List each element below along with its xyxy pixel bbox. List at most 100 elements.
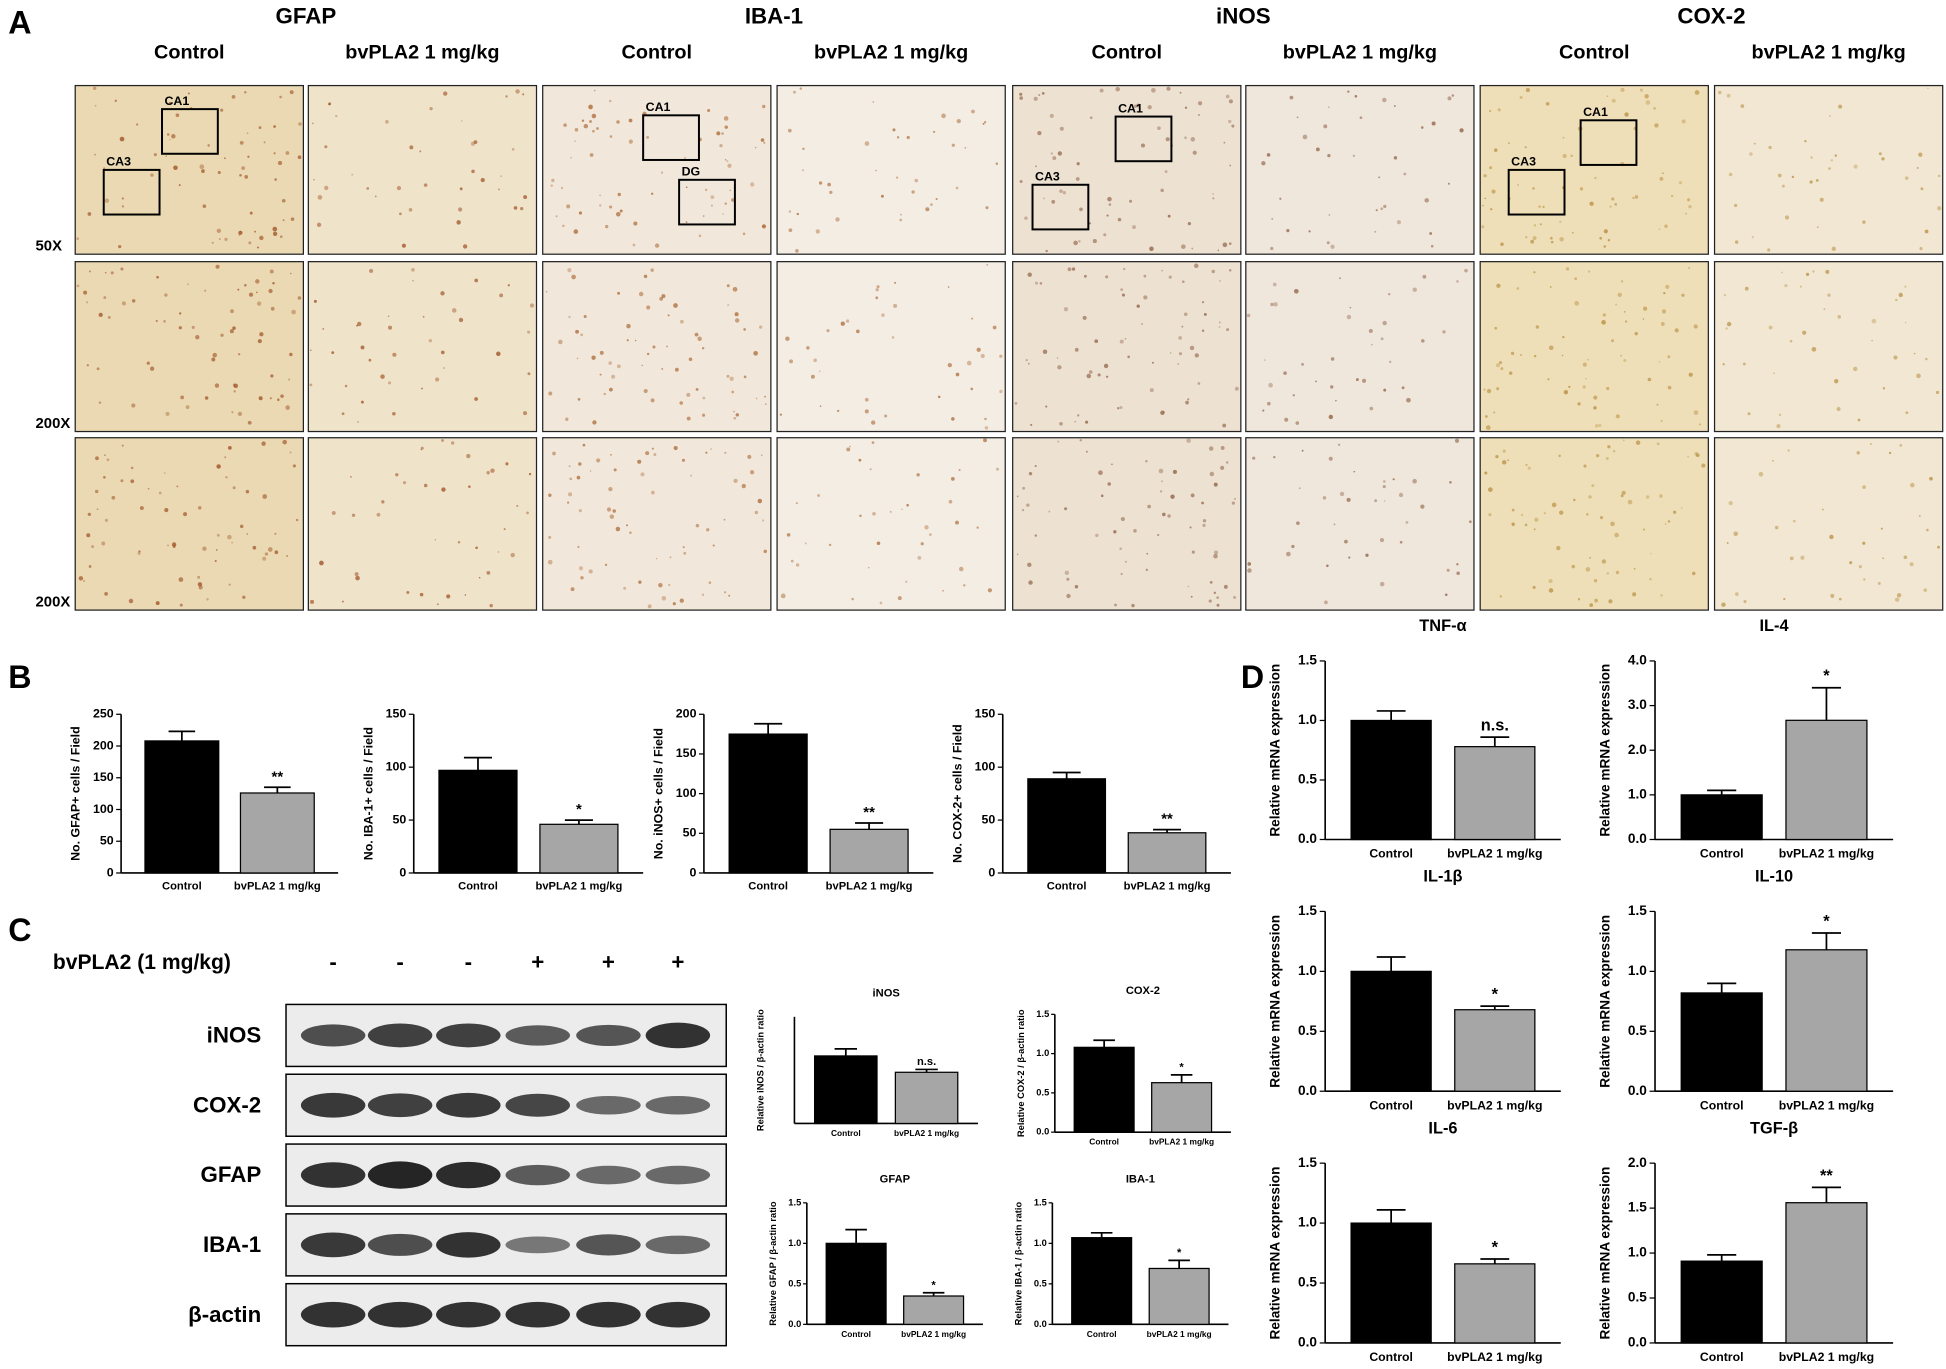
texture-dot <box>1181 325 1184 328</box>
texture-dot <box>638 291 644 297</box>
texture-dot <box>96 508 99 511</box>
texture-dot <box>1634 195 1639 199</box>
texture-dot <box>1664 523 1667 525</box>
group-label: bvPLA2 1 mg/kg <box>1283 42 1437 64</box>
texture-dot <box>1166 86 1171 91</box>
y-tick-label: 1.0 <box>1628 963 1647 978</box>
texture-dot <box>91 545 95 549</box>
y-tick-label: 0.5 <box>1036 1087 1049 1097</box>
texture-dot <box>396 185 402 191</box>
texture-dot <box>214 383 220 388</box>
texture-dot <box>131 299 136 303</box>
texture-dot <box>1484 197 1487 200</box>
texture-dot <box>232 486 236 490</box>
texture-dot <box>1158 468 1164 474</box>
x-tick-label: bvPLA2 1 mg/kg <box>894 1128 959 1138</box>
texture-dot <box>242 595 246 599</box>
texture-dot <box>795 502 798 505</box>
texture-dot <box>1383 480 1386 483</box>
texture-dot <box>608 487 613 492</box>
texture-dot <box>202 546 207 551</box>
texture-dot <box>763 141 766 144</box>
texture-dot <box>966 360 972 366</box>
texture-dot <box>787 128 792 133</box>
texture-dot <box>734 318 740 323</box>
error-bar <box>1811 932 1842 950</box>
x-tick-label: bvPLA2 1 mg/kg <box>1779 1350 1874 1364</box>
texture-dot <box>349 475 352 478</box>
bar <box>829 828 909 874</box>
chart-title: IBA-1 <box>1126 1174 1155 1186</box>
significance-label: * <box>931 1279 936 1291</box>
bar <box>903 1295 965 1325</box>
texture-dot <box>1335 399 1337 402</box>
texture-dot <box>1328 456 1333 461</box>
texture-dot <box>615 211 621 217</box>
texture-dot <box>239 524 244 529</box>
texture-dot <box>516 504 519 508</box>
texture-dot <box>547 559 553 565</box>
texture-dot <box>947 362 952 368</box>
texture-dot <box>1667 355 1671 359</box>
region-box <box>161 108 219 155</box>
texture-dot <box>1687 456 1689 458</box>
texture-dot <box>667 314 670 317</box>
texture-dot <box>722 213 724 215</box>
significance-label: * <box>1492 1238 1499 1256</box>
texture-dot <box>505 462 509 466</box>
texture-dot <box>1896 593 1902 598</box>
texture-dot <box>1184 106 1188 109</box>
y-tick-label: 4.0 <box>1628 653 1647 668</box>
texture-dot <box>964 146 967 149</box>
significance-label: * <box>1177 1247 1182 1259</box>
texture-dot <box>637 459 642 464</box>
texture-dot <box>660 171 664 174</box>
texture-dot <box>606 507 612 512</box>
texture-dot <box>924 525 929 530</box>
x-tick-label: bvPLA2 1 mg/kg <box>1447 1350 1542 1364</box>
y-tick-label: 1.5 <box>1298 903 1317 918</box>
texture-dot <box>591 113 597 119</box>
texture-dot <box>1326 241 1330 245</box>
texture-dot <box>1194 353 1199 358</box>
texture-dot <box>1659 176 1664 181</box>
texture-dot <box>672 602 676 606</box>
texture-dot <box>317 195 323 200</box>
texture-dot <box>872 511 876 516</box>
texture-dot <box>1100 494 1104 498</box>
texture-dot <box>1231 124 1235 128</box>
texture-dot <box>185 405 190 409</box>
texture-dot <box>937 395 941 399</box>
texture-dot <box>1688 372 1693 377</box>
texture-dot <box>1659 494 1663 498</box>
texture-dot <box>1603 245 1607 248</box>
blot-band <box>436 1232 501 1258</box>
texture-dot <box>1533 528 1536 531</box>
texture-dot <box>230 309 234 314</box>
texture-dot <box>840 321 845 326</box>
texture-dot <box>1663 291 1666 295</box>
texture-dot <box>580 576 584 580</box>
texture-dot <box>578 462 582 466</box>
texture-dot <box>754 146 757 149</box>
texture-dot <box>1610 521 1615 527</box>
texture-dot <box>289 352 293 357</box>
texture-dot <box>136 123 139 126</box>
texture-dot <box>1374 230 1377 233</box>
texture-dot <box>1601 320 1606 325</box>
texture-dot <box>941 113 946 119</box>
texture-dot <box>1723 293 1727 297</box>
texture-dot <box>259 332 264 337</box>
texture-dot <box>374 195 377 198</box>
texture-dot <box>1483 174 1487 178</box>
chart-title: TGF-β <box>1750 1119 1798 1137</box>
x-tick-label: Control <box>831 1128 861 1138</box>
texture-dot <box>1834 379 1839 384</box>
texture-dot <box>716 131 721 136</box>
texture-dot <box>179 312 182 315</box>
texture-dot <box>441 439 444 442</box>
texture-dot <box>281 198 286 203</box>
texture-dot <box>575 329 579 334</box>
texture-dot <box>573 229 579 234</box>
texture-dot <box>227 534 232 540</box>
